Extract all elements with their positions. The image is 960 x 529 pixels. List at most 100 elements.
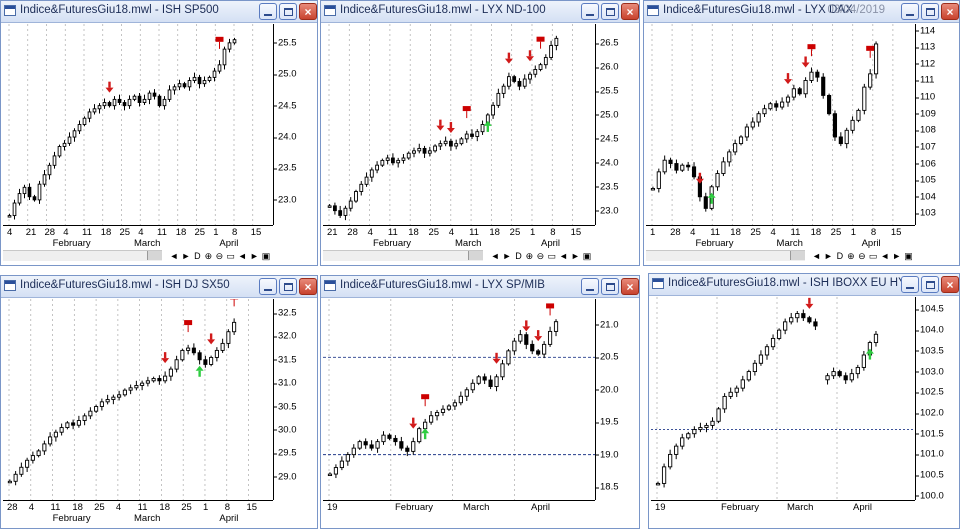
price-chart[interactable] <box>323 299 595 500</box>
close-button[interactable]: × <box>941 3 959 20</box>
candle <box>94 406 99 412</box>
chart-navigation[interactable]: ◄ ► D ⊕ ⊖ ▭ ◄ ► ▣ <box>491 249 592 263</box>
chart-window[interactable]: Indice&FuturesGiu18.mwl - ISH DJ SX50 × 32… <box>0 275 318 529</box>
price-tick-label: 108 <box>916 124 936 136</box>
horizontal-scrollbar[interactable] <box>646 250 805 261</box>
candle <box>827 94 832 115</box>
horizontal-scrollbar[interactable] <box>323 250 483 261</box>
zoom-out-button[interactable]: ⊖ <box>858 250 866 261</box>
maximize-button[interactable] <box>279 3 297 20</box>
scroll-left-button[interactable]: ◄ <box>237 251 247 261</box>
close-button[interactable]: × <box>621 3 639 20</box>
date-tick-label: 8 <box>870 227 877 238</box>
chart-navigation[interactable]: ◄ ► D ⊕ ⊖ ▭ ◄ ► ▣ <box>170 249 271 263</box>
zoom-out-button[interactable]: ⊖ <box>536 250 545 261</box>
maximize-button[interactable] <box>921 3 939 20</box>
maximize-button[interactable] <box>279 278 297 295</box>
period-button[interactable]: D <box>836 251 844 261</box>
zoom-in-button[interactable]: ⊕ <box>204 250 213 261</box>
prev-button[interactable]: ◄ <box>169 251 179 261</box>
candle <box>518 334 523 342</box>
candle <box>512 76 517 82</box>
scroll-thumb[interactable] <box>789 251 805 260</box>
price-tick-label: 104 <box>916 191 936 203</box>
window-title: Indice&FuturesGiu18.mwl - LYX ND-100 <box>340 4 546 16</box>
settings-button[interactable]: ▣ <box>261 250 271 261</box>
candle <box>716 408 721 422</box>
close-button[interactable]: × <box>299 278 317 295</box>
candle <box>475 131 480 137</box>
price-tick-label: 103.5 <box>916 345 944 357</box>
chart-window[interactable]: Indice&FuturesGiu18.mwl - LYX ND-100 × 26.… <box>320 0 640 266</box>
candle <box>122 389 127 396</box>
fit-button[interactable]: ▭ <box>868 250 878 261</box>
next-button[interactable]: ► <box>502 251 512 261</box>
chart-navigation[interactable]: ◄ ► D ⊕ ⊖ ▭ ◄ ► ▣ <box>812 249 913 263</box>
settings-button[interactable]: ▣ <box>904 250 913 261</box>
minimize-button[interactable] <box>901 276 919 293</box>
settings-button[interactable]: ▣ <box>582 250 592 261</box>
minimize-button[interactable] <box>901 3 919 20</box>
maximize-button[interactable] <box>601 3 619 20</box>
scroll-thumb[interactable] <box>468 251 483 260</box>
minimize-button[interactable] <box>259 3 277 20</box>
candle <box>715 173 720 188</box>
price-chart[interactable] <box>646 24 915 225</box>
maximize-button[interactable] <box>921 276 939 293</box>
month-label: April <box>219 238 239 249</box>
maximize-button[interactable] <box>601 278 619 295</box>
date-tick-label: 1 <box>650 227 656 238</box>
scroll-right-button[interactable]: ► <box>570 251 580 261</box>
candle <box>752 362 758 373</box>
price-tick-label: 102.5 <box>916 386 944 398</box>
scroll-right-button[interactable]: ► <box>249 251 259 261</box>
next-button[interactable]: ► <box>181 251 191 261</box>
price-chart[interactable] <box>323 24 595 225</box>
price-tick-label: 21.0 <box>596 319 619 331</box>
prev-button[interactable]: ◄ <box>812 251 821 261</box>
minimize-icon <box>586 14 594 16</box>
title-bar[interactable]: Indice&FuturesGiu18.mwl - ISH SP500 × <box>1 1 317 23</box>
minimize-button[interactable] <box>581 3 599 20</box>
zoom-out-button[interactable]: ⊖ <box>215 250 224 261</box>
next-button[interactable]: ► <box>823 251 833 261</box>
zoom-in-button[interactable]: ⊕ <box>847 250 855 261</box>
candle <box>543 57 548 66</box>
price-chart[interactable] <box>651 297 915 500</box>
scroll-left-button[interactable]: ◄ <box>880 251 890 261</box>
scroll-left-button[interactable]: ◄ <box>558 251 568 261</box>
price-chart[interactable] <box>3 24 273 225</box>
chart-window[interactable]: Indice&FuturesGiu18.mwl - ISH IBOXX EU H… <box>648 273 960 529</box>
candle <box>381 434 386 443</box>
title-bar[interactable]: Indice&FuturesGiu18.mwl - LYX DAX 03/04/2… <box>644 1 959 23</box>
title-bar[interactable]: Indice&FuturesGiu18.mwl - LYX SP/MIB × <box>321 276 639 298</box>
candle <box>226 331 231 344</box>
minimize-button[interactable] <box>581 278 599 295</box>
candle <box>774 103 779 108</box>
fit-button[interactable]: ▭ <box>226 250 235 261</box>
period-button[interactable]: D <box>194 251 201 261</box>
candle <box>393 437 398 443</box>
close-button[interactable]: × <box>941 276 959 293</box>
prev-button[interactable]: ◄ <box>490 251 500 261</box>
chart-window[interactable]: Indice&FuturesGiu18.mwl - LYX SP/MIB × 21.… <box>320 275 640 529</box>
price-chart[interactable] <box>3 299 273 500</box>
minimize-button[interactable] <box>259 278 277 295</box>
scroll-right-button[interactable]: ► <box>892 251 902 261</box>
title-bar[interactable]: Indice&FuturesGiu18.mwl - ISH DJ SX50 × <box>1 276 317 298</box>
fit-button[interactable]: ▭ <box>547 250 556 261</box>
title-bar[interactable]: Indice&FuturesGiu18.mwl - ISH IBOXX EU H… <box>649 274 959 296</box>
title-bar[interactable]: Indice&FuturesGiu18.mwl - LYX ND-100 × <box>321 1 639 23</box>
candle <box>809 71 814 81</box>
scroll-thumb[interactable] <box>147 251 162 260</box>
candle <box>82 117 87 125</box>
horizontal-scrollbar[interactable] <box>3 250 162 261</box>
period-button[interactable]: D <box>515 251 522 261</box>
zoom-in-button[interactable]: ⊕ <box>525 250 534 261</box>
candle <box>111 396 116 400</box>
close-button[interactable]: × <box>621 278 639 295</box>
chart-window[interactable]: Indice&FuturesGiu18.mwl - LYX DAX 03/04/2… <box>643 0 960 266</box>
close-button[interactable]: × <box>299 3 317 20</box>
candle <box>399 441 404 449</box>
chart-window[interactable]: Indice&FuturesGiu18.mwl - ISH SP500 × 25.5… <box>0 0 318 266</box>
